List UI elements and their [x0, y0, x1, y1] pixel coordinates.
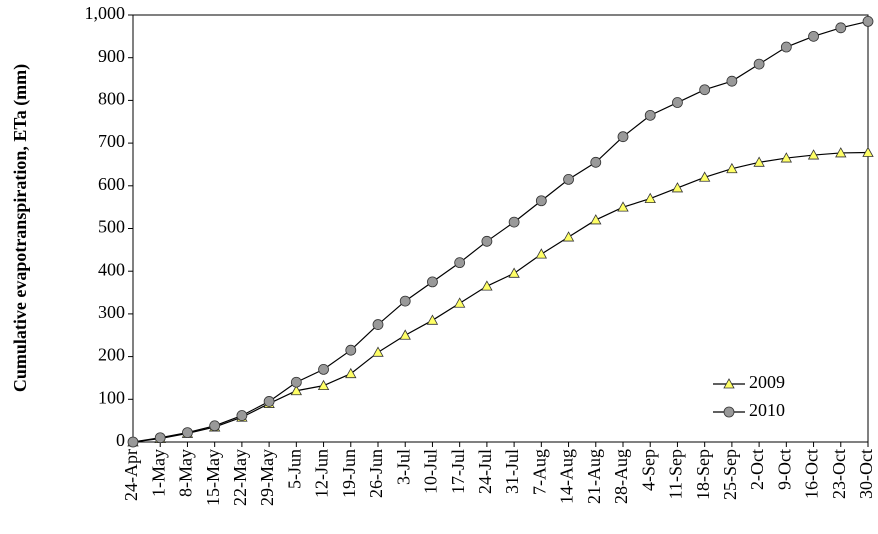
data-point: [290, 376, 302, 388]
legend-marker: [723, 406, 735, 418]
data-point: [835, 22, 847, 34]
data-point: [318, 364, 329, 375]
x-tick-label: 15-May: [203, 449, 223, 506]
x-tick-label: 3-Jul: [393, 449, 413, 485]
data-point: [562, 231, 575, 242]
series-line: [132, 151, 869, 443]
data-point: [290, 384, 303, 396]
data-point: [453, 297, 466, 308]
data-point: [698, 171, 711, 182]
y-tick-label: 900: [98, 46, 125, 66]
data-point: [481, 235, 493, 247]
x-tick-label: 16-Oct: [802, 449, 822, 499]
data-point: [617, 131, 629, 143]
x-tick-label: 28-Aug: [611, 449, 631, 504]
x-tick-label: 23-Oct: [829, 449, 849, 499]
data-point: [481, 280, 493, 291]
legend-marker: [723, 378, 735, 389]
x-tick-label: 26-Jun: [366, 449, 386, 498]
data-point: [644, 192, 656, 204]
y-axis-label: Cumulative evapotranspiration, ETa (mm): [10, 64, 31, 392]
data-point: [590, 214, 602, 225]
data-point: [427, 276, 438, 288]
data-point: [671, 182, 684, 193]
legend-label: 2010: [749, 400, 785, 420]
y-tick-label: 500: [98, 217, 125, 237]
x-tick-label: 18-Sep: [693, 449, 713, 500]
x-tick-label: 24-Apr: [121, 449, 141, 501]
data-point: [862, 16, 874, 27]
x-tick-label: 17-Jul: [448, 449, 468, 494]
x-tick-label: 1-May: [148, 449, 168, 497]
data-point: [726, 75, 738, 87]
y-tick-label: 400: [98, 259, 125, 279]
data-point: [835, 147, 847, 158]
data-point: [263, 396, 275, 407]
data-point: [426, 314, 439, 325]
x-tick-label: 29-May: [257, 449, 277, 506]
data-point: [127, 436, 139, 448]
data-point: [535, 195, 547, 207]
y-tick-label: 700: [98, 131, 125, 151]
data-point: [345, 344, 357, 356]
data-point: [345, 367, 357, 379]
x-tick-label: 31-Jul: [502, 449, 522, 494]
data-point: [644, 109, 656, 121]
series-line: [132, 20, 869, 443]
data-point: [154, 432, 166, 444]
data-point: [753, 58, 765, 70]
x-tick-label: 4-Sep: [638, 449, 658, 491]
x-tick-label: 25-Sep: [720, 449, 740, 500]
data-point: [236, 410, 248, 421]
data-point: [590, 156, 602, 168]
data-point: [699, 84, 711, 96]
data-point: [372, 346, 384, 357]
data-point: [508, 267, 520, 278]
data-point: [454, 257, 466, 269]
data-point: [807, 149, 820, 160]
data-point: [563, 173, 574, 185]
data-point: [209, 420, 221, 432]
x-tick-label: 10-Jul: [421, 449, 441, 494]
x-tick-label: 11-Sep: [666, 449, 686, 499]
data-point: [780, 41, 792, 53]
data-point: [317, 379, 330, 391]
y-tick-label: 300: [98, 302, 125, 322]
data-point: [617, 201, 629, 212]
data-point: [399, 295, 411, 307]
x-tick-label: 8-May: [176, 449, 196, 497]
data-point: [808, 30, 819, 42]
x-tick-label: 9-Oct: [774, 449, 794, 490]
x-tick-label: 7-Aug: [529, 449, 549, 495]
legend-label: 2009: [749, 372, 785, 392]
x-tick-label: 14-Aug: [557, 449, 577, 504]
data-point: [182, 427, 193, 439]
data-point: [399, 329, 411, 340]
y-tick-label: 800: [98, 89, 125, 109]
x-tick-label: 24-Jul: [475, 449, 495, 494]
y-tick-label: 600: [98, 174, 125, 194]
data-point: [862, 146, 874, 157]
x-tick-label: 19-Jun: [339, 449, 359, 498]
data-point: [672, 97, 683, 108]
data-point: [753, 156, 765, 167]
x-tick-label: 30-Oct: [856, 449, 876, 499]
y-tick-label: 0: [116, 430, 125, 450]
x-tick-label: 5-Jun: [284, 449, 304, 489]
y-tick-label: 200: [98, 345, 125, 365]
x-tick-label: 12-Jun: [312, 449, 332, 498]
y-tick-label: 100: [98, 387, 125, 407]
x-tick-label: 21-Aug: [584, 449, 604, 504]
data-point: [780, 152, 793, 163]
data-point: [508, 216, 520, 228]
data-point: [372, 319, 384, 330]
data-point: [726, 162, 738, 174]
y-tick-label: 1,000: [85, 3, 126, 23]
x-tick-label: 2-Oct: [747, 449, 767, 490]
x-tick-label: 22-May: [230, 449, 250, 506]
data-point: [535, 248, 548, 259]
